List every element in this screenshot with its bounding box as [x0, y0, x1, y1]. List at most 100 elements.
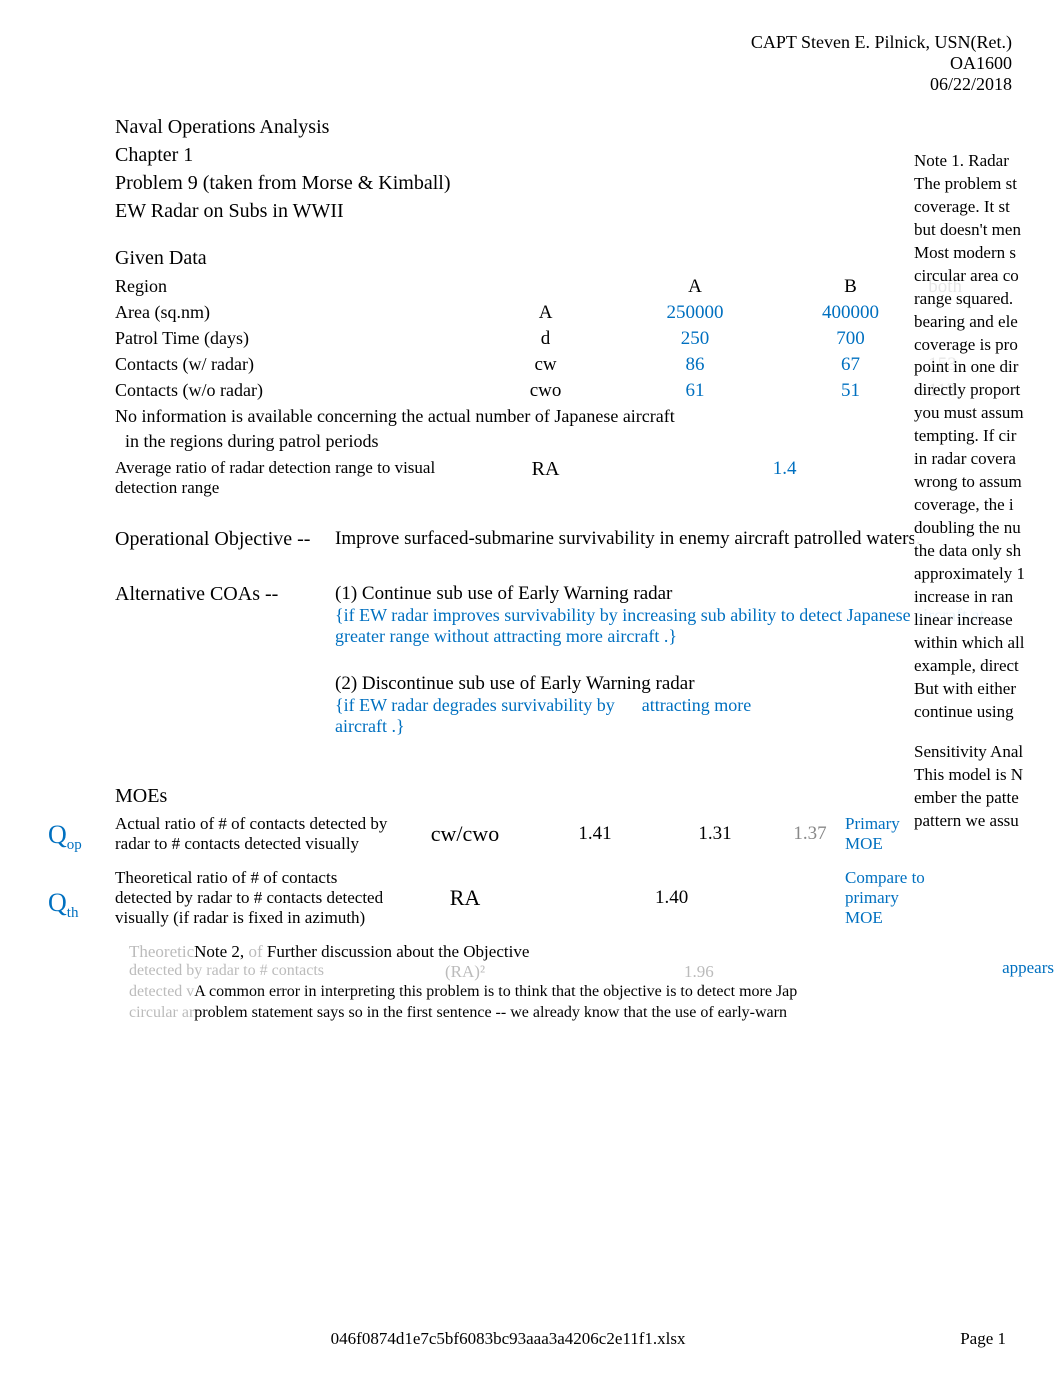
note2-line3: problem statement says so in the first s…	[194, 1004, 787, 1021]
moe-op-both: 1.37	[775, 823, 845, 845]
title-line1: Naval Operations Analysis	[115, 113, 1012, 141]
side-line: But with either	[914, 678, 1062, 701]
coa2-note-a: {if EW radar degrades survivability by	[335, 695, 615, 715]
moes-heading: MOEs	[115, 785, 1012, 808]
given-data-table: Region A B both Area (sq.nm) A 250000 40…	[115, 274, 1012, 404]
side-line: range squared.	[914, 288, 1062, 311]
info-note: No information is available concerning t…	[115, 406, 1012, 427]
side-line: continue using	[914, 701, 1062, 724]
side-line: but doesn't men	[914, 219, 1062, 242]
row-label: Region	[115, 274, 474, 300]
coa1-note: {if EW radar improves survivability by i…	[335, 605, 1012, 647]
coa-row: Alternative COAs -- (1) Continue sub use…	[115, 583, 1012, 737]
side-line: Sensitivity Anal	[914, 741, 1062, 764]
given-data-heading: Given Data	[115, 247, 1012, 270]
table-row: Patrol Time (days) d 250 700	[115, 326, 1012, 352]
table-row: Area (sq.nm) A 250000 400000	[115, 300, 1012, 326]
row-label: Contacts (w/ radar)	[115, 352, 474, 378]
row-sym: d	[474, 326, 618, 352]
row-sym	[474, 274, 618, 300]
moe-th-note: Compare to primary MOE	[845, 868, 935, 928]
coa2-note-c: aircraft .}	[335, 716, 405, 736]
row-a: 250000	[617, 300, 772, 326]
title-line2: Chapter 1	[115, 141, 1012, 169]
side-line	[914, 723, 1062, 741]
row-sym: A	[474, 300, 618, 326]
q-th-symbol: Qth	[48, 888, 78, 922]
note2-gray3: detected v	[129, 983, 194, 1000]
row-a: 86	[617, 352, 772, 378]
side-line: Note 1. Radar	[914, 150, 1062, 173]
note2-mid-val: 1.96	[684, 962, 714, 982]
coa-body: (1) Continue sub use of Early Warning ra…	[335, 583, 1012, 737]
side-line: you must assum	[914, 402, 1062, 425]
side-line: This model is N	[914, 764, 1062, 787]
side-line: doubling the nu	[914, 517, 1062, 540]
side-line: tempting. If cir	[914, 425, 1062, 448]
coa1: (1) Continue sub use of Early Warning ra…	[335, 583, 1012, 605]
moe-row-op: Qop Actual ratio of # of contacts detect…	[115, 814, 1012, 854]
note2-block: TheoreticNote 2, of Further discussion a…	[129, 942, 1026, 1022]
note2-gray4: circular ar	[129, 1004, 194, 1021]
side-line: the data only sh	[914, 540, 1062, 563]
side-line: within which all	[914, 632, 1062, 655]
moe-op-a: 1.41	[535, 823, 655, 845]
ratio-sym: RA	[474, 456, 618, 500]
table-row: Region A B both	[115, 274, 1012, 300]
footer: 046f0874d1e7c5bf6083bc93aaa3a4206c2e11f1…	[0, 1329, 1062, 1349]
row-label: Contacts (w/o radar)	[115, 378, 474, 404]
side-line: ember the patte	[914, 787, 1062, 810]
ratio-val: 1.4	[773, 456, 928, 500]
row-sym: cwo	[474, 378, 618, 404]
moe-op-desc: Actual ratio of # of contacts detected b…	[115, 814, 395, 854]
side-line: point in one dir	[914, 356, 1062, 379]
row-a: 61	[617, 378, 772, 404]
q-op-symbol: Qop	[48, 820, 82, 854]
moe-op-sym: cw/cwo	[395, 821, 535, 847]
title-block: Naval Operations Analysis Chapter 1 Prob…	[115, 113, 1012, 225]
footer-page: Page 1	[960, 1329, 1006, 1349]
row-b: 400000	[773, 300, 928, 326]
objective-label: Operational Objective --	[115, 528, 335, 551]
side-line: bearing and ele	[914, 311, 1062, 334]
note2-appears: appears	[1002, 958, 1054, 978]
side-line: coverage. It st	[914, 196, 1062, 219]
moe-op-b: 1.31	[655, 823, 775, 845]
note2-line1: TheoreticNote 2, of Further discussion a…	[129, 942, 1026, 962]
row-label: Patrol Time (days)	[115, 326, 474, 352]
side-line: coverage is pro	[914, 334, 1062, 357]
side-line: The problem st	[914, 173, 1062, 196]
table-row: Contacts (w/ radar) cw 86 67 153	[115, 352, 1012, 378]
note2-mid-sym: (RA)²	[445, 962, 485, 982]
coa-label: Alternative COAs --	[115, 583, 335, 737]
header-author: CAPT Steven E. Pilnick, USN(Ret.)	[50, 32, 1012, 53]
side-line: directly proport	[914, 379, 1062, 402]
note2-title: Further discussion about the Objective	[267, 942, 530, 961]
side-line: in radar covera	[914, 448, 1062, 471]
note2-last: circular arproblem statement says so in …	[129, 1001, 1026, 1022]
side-line: approximately 1	[914, 563, 1062, 586]
side-line: linear increase	[914, 609, 1062, 632]
moe-th-desc: Theoretical ratio of # of contacts detec…	[115, 868, 395, 928]
note2-line2: A common error in interpreting this prob…	[194, 983, 797, 1000]
side-line: circular area co	[914, 265, 1062, 288]
header: CAPT Steven E. Pilnick, USN(Ret.) OA1600…	[50, 32, 1012, 95]
footer-file: 046f0874d1e7c5bf6083bc93aaa3a4206c2e11f1…	[331, 1329, 686, 1349]
row-sym: cw	[474, 352, 618, 378]
note2-gray1: Theoretic	[129, 942, 194, 961]
title-line3: Problem 9 (taken from Morse & Kimball)	[115, 169, 1012, 197]
note2-main: detected vA common error in interpreting…	[129, 980, 1026, 1001]
row-a: A	[617, 274, 772, 300]
side-line: example, direct	[914, 655, 1062, 678]
row-b: 700	[773, 326, 928, 352]
row-b: B	[773, 274, 928, 300]
row-b: 67	[773, 352, 928, 378]
side-line: Most modern s	[914, 242, 1062, 265]
header-date: 06/22/2018	[50, 74, 1012, 95]
coa2-note-b: attracting more	[642, 695, 751, 715]
coa2: (2) Discontinue sub use of Early Warning…	[335, 673, 1012, 695]
header-code: OA1600	[50, 53, 1012, 74]
note2-gray2: detected by radar to # contacts	[129, 962, 1026, 980]
ratio-table: Average ratio of radar detection range t…	[115, 456, 1012, 500]
note2-label: Note 2,	[194, 942, 248, 961]
